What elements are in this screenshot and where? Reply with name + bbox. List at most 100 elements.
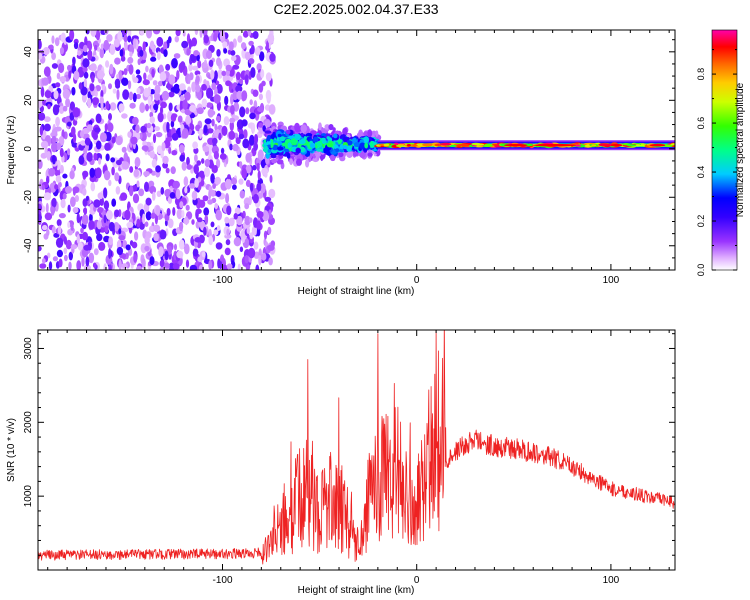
heat-noise-cell — [171, 58, 178, 69]
heat-noise-cell — [124, 41, 128, 51]
heat-halo-cell — [367, 152, 373, 157]
heat-noise-cell — [249, 134, 255, 146]
heat-noise-cell — [218, 132, 222, 141]
heat-halo-cell — [296, 158, 302, 166]
heat-noise-cell — [179, 99, 184, 110]
heat-noise-cell — [143, 171, 150, 177]
heat-noise-cell — [199, 30, 203, 38]
heat-noise-cell — [50, 206, 55, 216]
heat-noise-cell — [135, 124, 140, 134]
heat-noise-cell — [94, 127, 101, 133]
heat-halo-cell — [305, 159, 310, 168]
heat-noise-cell — [100, 43, 104, 50]
snr-series-line — [38, 330, 675, 565]
heat-noise-cell — [160, 106, 163, 115]
heat-noise-cell — [100, 89, 104, 99]
heat-noise-cell — [68, 70, 72, 79]
heat-noise-cell — [140, 243, 147, 254]
heat-noise-cell — [191, 37, 198, 47]
heat-noise-cell — [145, 211, 152, 221]
heat-noise-cell — [121, 113, 128, 119]
heat-noise-cell — [260, 69, 265, 79]
heat-noise-cell — [149, 256, 155, 266]
heat-noise-cell — [74, 195, 79, 202]
heat-noise-cell — [196, 160, 201, 166]
heat-noise-cell — [202, 145, 210, 153]
heat-noise-cell — [168, 102, 173, 112]
heat-noise-cell — [55, 175, 62, 183]
heat-noise-cell — [108, 83, 112, 90]
heat-noise-cell — [118, 235, 126, 241]
heat-noise-cell — [95, 113, 102, 124]
heat-noise-cell — [159, 229, 167, 240]
heat-noise-cell — [101, 83, 106, 91]
spectrogram-panel: -100 0 100 -40 -20 0 20 40 Height of straight l… — [6, 29, 676, 297]
heat-noise-cell — [84, 137, 91, 146]
heat-transition-cell — [317, 142, 323, 148]
heat-noise-cell — [141, 145, 149, 151]
heat-noise-cell — [248, 247, 256, 259]
heat-noise-cell — [181, 40, 189, 49]
heat-transition-cell — [333, 133, 338, 139]
heat-noise-cell — [139, 49, 144, 57]
heat-noise-cell — [139, 102, 146, 114]
heat-noise-cell — [249, 232, 254, 240]
heat-transition-cell — [305, 133, 313, 137]
heat-noise-cell — [182, 99, 188, 110]
heat-noise-cell — [210, 173, 215, 184]
heat-noise-cell — [259, 183, 266, 194]
heat-noise-cell — [159, 71, 167, 82]
heat-noise-cell — [56, 219, 62, 227]
heat-noise-cell — [80, 86, 88, 96]
heat-noise-cell — [257, 170, 261, 181]
heat-band-peak — [610, 143, 623, 147]
heat-noise-cell — [80, 130, 85, 138]
heat-noise-cell — [46, 151, 51, 161]
heat-transition-cell — [263, 142, 269, 146]
heat-noise-cell — [143, 87, 150, 98]
heat-noise-cell — [225, 239, 231, 246]
heat-noise-cell — [153, 224, 161, 232]
heat-noise-cell — [145, 65, 149, 73]
heat-noise-cell — [67, 221, 71, 228]
heat-noise-cell — [239, 190, 245, 199]
heat-noise-cell — [256, 227, 261, 237]
heat-noise-cell — [192, 248, 199, 257]
heat-band-cell — [574, 144, 582, 147]
heat-noise-cell — [83, 264, 91, 270]
heat-noise-cell — [208, 235, 213, 246]
heat-noise-cell — [82, 58, 90, 68]
heat-noise-cell — [51, 63, 59, 69]
heat-noise-cell — [171, 133, 179, 141]
heat-noise-cell — [88, 120, 93, 126]
heat-noise-cell — [201, 98, 208, 108]
heat-noise-cell — [148, 145, 154, 151]
heat-noise-cell — [210, 69, 215, 80]
heat-noise-cell — [105, 100, 110, 110]
heat-noise-cell — [195, 124, 201, 132]
x-tick-label: 0 — [414, 275, 420, 286]
heat-noise-cell — [59, 164, 64, 174]
heat-noise-cell — [55, 237, 64, 248]
heat-noise-cell — [59, 76, 67, 83]
heat-noise-cell — [214, 87, 218, 97]
heat-noise-cell — [41, 224, 48, 231]
heat-noise-cell — [203, 124, 208, 134]
heat-noise-cell — [38, 112, 46, 121]
heat-transition-cell — [264, 145, 268, 151]
heat-noise-cell — [225, 64, 232, 72]
heat-noise-cell — [248, 40, 254, 46]
y-tick-label: 0 — [23, 146, 34, 152]
heat-noise-cell — [128, 91, 134, 101]
heat-noise-cell — [87, 50, 93, 61]
heat-noise-cell — [68, 251, 74, 261]
heat-noise-cell — [179, 144, 185, 154]
heat-noise-cell — [121, 263, 128, 269]
heat-noise-cell — [204, 214, 209, 225]
colorbar-tick-label: 0.2 — [696, 215, 706, 228]
heat-noise-cell — [190, 54, 197, 62]
heat-noise-cell — [259, 51, 265, 62]
snr-x-axis-label: Height of straight line (km) — [298, 585, 415, 596]
heat-noise-cell — [181, 210, 185, 219]
